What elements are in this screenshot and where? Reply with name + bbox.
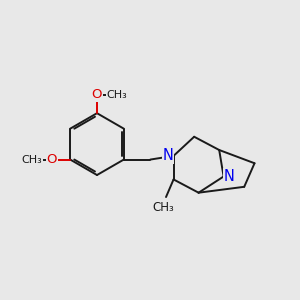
Text: O: O [92,88,102,101]
Text: N: N [224,169,234,184]
Text: O: O [47,153,57,166]
Text: CH₃: CH₃ [152,202,174,214]
Text: N: N [163,148,174,164]
Text: CH₃: CH₃ [22,154,42,165]
Text: CH₃: CH₃ [106,90,128,100]
